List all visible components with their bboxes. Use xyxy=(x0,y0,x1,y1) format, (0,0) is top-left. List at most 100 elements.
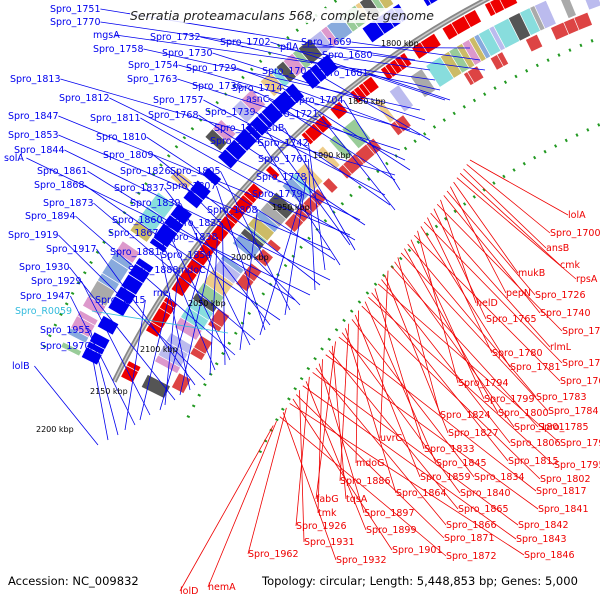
plus-strand-gene-label: Spro_1894 xyxy=(25,211,76,222)
plus-strand-gene-label: Spro_1730 xyxy=(162,48,213,59)
plus-strand-gene-label: Spro_1729 xyxy=(186,63,237,74)
minus-strand-gene-label: Spro_1834 xyxy=(474,472,525,483)
red-label-connector xyxy=(351,319,475,478)
minus-strand-gene-label: cmk xyxy=(560,260,580,271)
plus-strand-gene-label: Spro_1847 xyxy=(8,111,59,122)
blue-label-connector xyxy=(75,215,236,356)
minus-strand-gene-label: tmk xyxy=(318,508,337,519)
minus-strand-gene-label: helD xyxy=(476,298,498,309)
blue-label-connector xyxy=(203,99,386,196)
minus-strand-gene-label: Spro_1932 xyxy=(336,555,387,566)
minus-strand-gene-label: Spro_1841 xyxy=(538,504,589,515)
plus-strand-gene-label: Spro_1751 xyxy=(50,4,101,15)
blue-label-connector xyxy=(170,170,301,306)
kbp-tick-label: 2200 kbp xyxy=(36,425,74,434)
minus-strand-gene-label: Spro_1795 xyxy=(554,460,600,471)
kbp-tick-label: 2100 kbp xyxy=(140,345,178,354)
minus-strand-gene-label: Spro_1872 xyxy=(446,551,497,562)
plus-strand-gene-label: Spro_1768 xyxy=(148,110,199,121)
minus-strand-gene-label: Spro_1833 xyxy=(424,444,475,455)
blue-label-connector xyxy=(270,41,446,101)
blue-label-connector xyxy=(209,236,218,376)
red-label-connector xyxy=(466,164,551,234)
minus-strand-gene-label: Spro_1781 xyxy=(510,362,561,373)
blue-label-connector xyxy=(372,54,486,71)
plus-strand-gene-label: Spro_1721 xyxy=(268,109,319,120)
minus-strand-gene-label: Spro_1845 xyxy=(436,458,487,469)
plus-strand-gene-label: asnC xyxy=(246,94,270,105)
minus-strand-gene-label: Spro_1817 xyxy=(536,486,587,497)
plus-strand-gene-label: Spro_1881 xyxy=(110,247,161,258)
minus-strand-gene-label: Spro_1842 xyxy=(518,520,569,531)
red-label-connector xyxy=(440,199,477,304)
blue-label-connector xyxy=(160,251,191,391)
minus-strand-gene-label: fabG xyxy=(316,494,339,505)
minus-strand-gene-label: tqsA xyxy=(346,494,368,505)
plus-strand-gene-label: Spro_1860 xyxy=(112,215,163,226)
plus-strand-gene-label: lolB xyxy=(12,361,30,372)
minus-strand-gene-label: Spro_1785 xyxy=(538,422,589,433)
blue-label-connector xyxy=(284,176,307,316)
red-label-connector xyxy=(292,398,393,551)
plus-strand-gene-label: solA xyxy=(4,153,24,164)
kbp-tick-label: 1950 kbp xyxy=(272,203,310,212)
blue-label-connector xyxy=(242,85,406,161)
minus-strand-gene-label: Spro_1794 xyxy=(458,378,509,389)
minus-strand-gene-label: Spro_1864 xyxy=(396,488,447,499)
red-label-connector xyxy=(397,257,441,416)
plus-strand-gene-label: Spro_1826 xyxy=(120,166,171,177)
minus-strand-gene-label: Spro_1784 xyxy=(548,406,599,417)
plus-strand-gene-label: Spro_1763 xyxy=(127,74,178,85)
plus-strand-gene-label: Spro_1810 xyxy=(96,132,147,143)
blue-label-connector xyxy=(164,187,271,326)
blue-label-connector xyxy=(312,70,431,141)
kbp-tick-label: 2000 kbp xyxy=(231,253,269,262)
blue-label-connector xyxy=(140,117,356,241)
plus-strand-gene-label: Spro_1758 xyxy=(93,44,144,55)
blue-label-connector xyxy=(222,222,226,366)
minus-strand-gene-label: Spro_1765 xyxy=(486,314,537,325)
red-label-connector xyxy=(289,403,525,556)
plus-strand-gene-label: Spro_1770 xyxy=(50,17,101,28)
red-label-connector xyxy=(179,425,274,592)
blue-label-connector xyxy=(216,185,266,331)
blue-label-connector xyxy=(34,365,99,446)
blue-label-connector xyxy=(159,269,201,411)
plus-strand-gene-label: Spro_1754 xyxy=(128,60,179,71)
plus-strand-gene-label: Spro_1742 xyxy=(258,138,309,149)
plus-strand-cog-colors xyxy=(61,0,394,356)
red-label-connector xyxy=(443,195,541,314)
blue-label-connector xyxy=(308,142,326,271)
kbp-tick-label: 2150 kbp xyxy=(90,387,128,396)
blue-label-connector xyxy=(268,98,396,181)
label-connector-lines xyxy=(26,8,577,592)
blue-label-connector xyxy=(143,48,421,111)
red-label-connector xyxy=(384,274,449,434)
plus-strand-gene-label: Spro_1702 xyxy=(220,37,271,48)
plus-strand-gene-label: Spro_1825 xyxy=(172,218,223,229)
minus-strand-gene-label: Spro_1866 xyxy=(446,520,497,531)
blue-label-connector xyxy=(212,52,426,121)
red-label-connector xyxy=(420,226,511,368)
plus-strand-gene-label: Spro_1930 xyxy=(19,262,70,273)
blue-label-connector xyxy=(368,72,451,101)
plus-strand-gene-label: Spro_1736 xyxy=(192,81,243,92)
blue-label-connector xyxy=(343,99,401,191)
red-label-connector xyxy=(279,416,447,557)
kbp-tick-label: 1850 kbp xyxy=(348,97,386,106)
minus-strand-gene-label: Spro_1762 xyxy=(560,376,600,387)
plus-strand-gene-label: Spro_1808 xyxy=(207,205,258,216)
red-label-connector xyxy=(456,177,577,280)
red-label-connector xyxy=(463,168,547,249)
backbone-highlight xyxy=(113,0,488,382)
red-label-connector xyxy=(299,390,305,543)
plus-strand-gene-label: Spro_1809 xyxy=(103,150,154,161)
red-label-connector xyxy=(282,412,337,561)
accession-text: Accession: NC_009832 xyxy=(8,574,139,588)
blue-label-connector xyxy=(164,269,179,406)
blue-label-connector xyxy=(178,64,411,131)
minus-strand-gene-label: pepN xyxy=(506,288,531,299)
plus-strand-gene-label: Spro_1915 xyxy=(95,295,146,306)
red-label-connector xyxy=(315,367,447,526)
blue-label-connector xyxy=(259,193,303,336)
